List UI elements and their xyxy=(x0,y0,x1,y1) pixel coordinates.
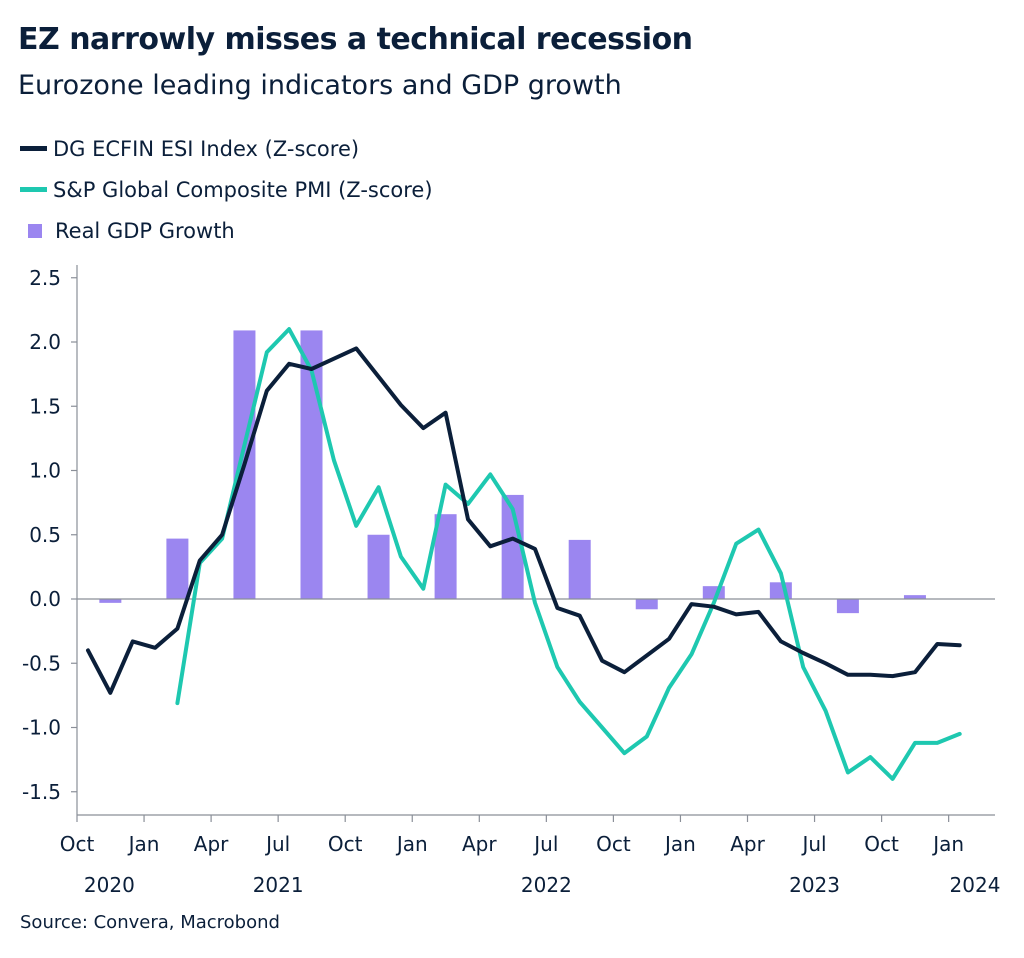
legend-label-pmi: S&P Global Composite PMI (Z-score) xyxy=(53,177,433,202)
esi-line xyxy=(86,346,962,695)
gdp-bar xyxy=(568,539,591,599)
gdp-bar xyxy=(501,494,524,599)
gdp-bar xyxy=(769,582,792,599)
y-tick-label: -0.5 xyxy=(22,651,61,675)
x-tick-label: Jan xyxy=(395,832,428,856)
gdp-bar xyxy=(99,599,122,603)
gdp-bar xyxy=(367,534,390,599)
legend-item-gdp: Real GDP Growth xyxy=(20,210,433,251)
x-tick-label: Oct xyxy=(328,832,363,856)
x-tick-label: Jan xyxy=(663,832,696,856)
gdp-bar xyxy=(836,599,859,614)
x-tick-label: Apr xyxy=(194,832,229,856)
legend: DG ECFIN ESI Index (Z-score) S&P Global … xyxy=(20,128,433,251)
x-tick-label: Apr xyxy=(730,832,765,856)
gdp-bar xyxy=(903,595,926,599)
chart-subtitle: Eurozone leading indicators and GDP grow… xyxy=(18,70,622,101)
gdp-bar xyxy=(635,599,658,610)
legend-label-esi: DG ECFIN ESI Index (Z-score) xyxy=(53,136,360,161)
legend-item-esi: DG ECFIN ESI Index (Z-score) xyxy=(20,128,433,169)
x-year-label: 2020 xyxy=(84,873,135,897)
gdp-bar xyxy=(166,538,189,599)
y-tick-label: 0.5 xyxy=(29,523,61,547)
y-tick-label: 0.0 xyxy=(29,587,61,611)
source-note: Source: Convera, Macrobond xyxy=(20,912,280,933)
pmi-line xyxy=(175,327,962,781)
x-tick-label: Jul xyxy=(264,832,290,856)
x-year-label: 2024 xyxy=(950,873,1001,897)
legend-swatch-esi xyxy=(20,146,47,151)
x-tick-label: Oct xyxy=(60,832,95,856)
y-tick-label: -1.5 xyxy=(22,780,61,804)
y-tick-label: 1.0 xyxy=(29,459,61,483)
x-tick-label: Jan xyxy=(931,832,964,856)
y-tick-label: 2.5 xyxy=(29,266,61,290)
x-tick-label: Apr xyxy=(462,832,497,856)
x-tick-label: Oct xyxy=(596,832,631,856)
x-tick-label: Jul xyxy=(532,832,558,856)
x-year-label: 2021 xyxy=(253,873,304,897)
legend-swatch-pmi xyxy=(20,187,47,192)
legend-swatch-gdp xyxy=(28,223,42,238)
chart-title: EZ narrowly misses a technical recession xyxy=(18,22,693,57)
legend-item-pmi: S&P Global Composite PMI (Z-score) xyxy=(20,169,433,210)
x-year-label: 2023 xyxy=(789,873,840,897)
x-tick-label: Jan xyxy=(127,832,160,856)
gdp-bar xyxy=(434,514,457,599)
legend-label-gdp: Real GDP Growth xyxy=(55,218,235,243)
x-tick-label: Jul xyxy=(800,832,826,856)
x-tick-label: Oct xyxy=(864,832,899,856)
x-year-label: 2022 xyxy=(521,873,572,897)
y-tick-label: 2.0 xyxy=(29,330,61,354)
y-tick-label: 1.5 xyxy=(29,394,61,418)
y-tick-label: -1.0 xyxy=(22,716,61,740)
